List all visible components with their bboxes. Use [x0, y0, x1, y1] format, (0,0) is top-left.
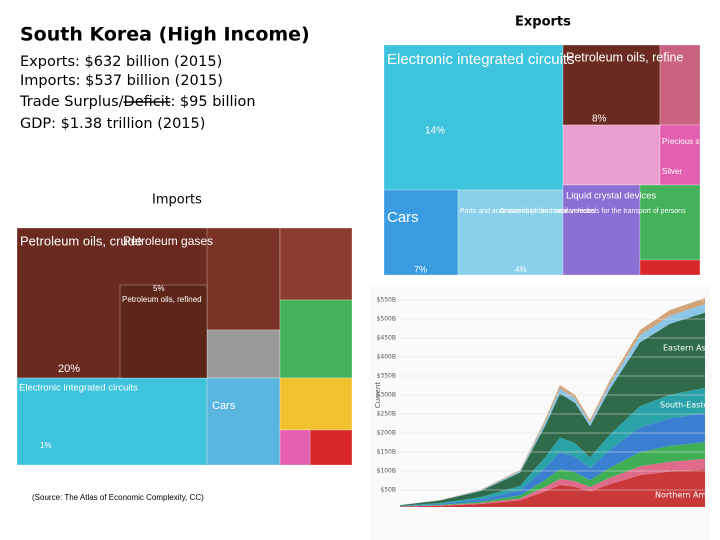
- exports-treemap: [383, 44, 701, 276]
- tile: [562, 184, 641, 276]
- tile: [383, 189, 459, 276]
- y-ticks: $550B $500B $450B $400B $350B $300B $250B $200B…: [377, 297, 705, 494]
- tile: [206, 329, 281, 379]
- stat-line: Trade Surplus/Deficit: $95 billion: [19, 94, 256, 110]
- tile: [383, 44, 564, 191]
- tile: [279, 299, 353, 379]
- stat-part: Trade Surplus/: [19, 94, 124, 110]
- y-tick-label: $100B: [377, 468, 396, 475]
- y-tick-label: $300B: [377, 392, 396, 399]
- tile-label: Cars: [387, 209, 419, 226]
- y-tick-label: $550B: [377, 297, 396, 304]
- tile-label: 7%: [414, 264, 427, 274]
- stat-struck: Deficit: [124, 94, 171, 110]
- tile-label: 20%: [58, 363, 80, 375]
- exports-title: Exports: [515, 15, 571, 30]
- region-label: Eastern Asia: [663, 344, 713, 353]
- region-label: Northern America: [655, 491, 720, 500]
- tile: [562, 124, 661, 186]
- tile: [562, 44, 661, 126]
- tile: [639, 259, 701, 276]
- tile-label: Liquid crystal devices: [566, 191, 657, 202]
- imports-title: Imports: [152, 193, 202, 208]
- tile-label: Parts and accessories of the motor vehic…: [460, 208, 596, 215]
- tile-label: Petroleum gases: [123, 234, 213, 248]
- tile: [279, 429, 311, 466]
- tile-label: Petroleum oils, refine: [566, 50, 683, 64]
- tile: [659, 124, 701, 186]
- y-label: Current: [374, 382, 382, 409]
- y-tick-label: $50B: [380, 487, 396, 494]
- tile-label: Precious stones: [662, 137, 719, 146]
- area-band: [400, 412, 705, 507]
- tile-label: Electronic integrated circuits: [387, 51, 575, 68]
- y-tick-label: $400B: [377, 354, 396, 361]
- tile-label: Cruise ships and similar vessels for the…: [500, 208, 686, 215]
- tile-label: 1%: [40, 441, 52, 450]
- stat-part: : $95 billion: [170, 94, 255, 110]
- tile: [659, 44, 701, 126]
- tile-label: 5%: [153, 284, 165, 293]
- y-tick-label: $150B: [377, 449, 396, 456]
- tile: [206, 377, 281, 466]
- region-label: South-Eastern Asia: [660, 401, 720, 410]
- tile-label: Cars: [212, 400, 236, 412]
- tile: [279, 377, 353, 431]
- tile-label: 14%: [425, 126, 445, 137]
- tile: [16, 377, 208, 466]
- tile-label: Silver: [662, 167, 682, 176]
- tile: [639, 184, 701, 261]
- tile-label: Petroleum oils, crude: [20, 233, 142, 248]
- area-band: [400, 304, 705, 506]
- area-band: [400, 442, 705, 507]
- stat-line: GDP: $1.38 trillion (2015): [20, 116, 205, 132]
- tile: [279, 227, 353, 301]
- source: (Source: The Atlas of Economic Complexit…: [32, 493, 204, 502]
- area-band: [400, 298, 705, 506]
- y-tick-label: $250B: [377, 411, 396, 418]
- stat-line: Imports: $537 billion (2015): [20, 73, 223, 89]
- tile-label: 4%: [515, 265, 527, 274]
- tile: [309, 429, 353, 466]
- tile: [206, 227, 281, 331]
- tile: [457, 189, 564, 276]
- area-band: [400, 312, 705, 506]
- area-band: [400, 387, 705, 507]
- title: South Korea (High Income): [20, 24, 310, 46]
- tile-label: Electronic integrated circuits: [19, 383, 138, 394]
- tile-label: 8%: [592, 114, 607, 125]
- y-tick-label: $200B: [377, 430, 396, 437]
- y-tick-label: $350B: [377, 373, 396, 380]
- tile: [119, 284, 208, 379]
- y-tick-label: $500B: [377, 316, 396, 323]
- imports-treemap: [16, 227, 353, 466]
- tile-label: Petroleum oils, refined: [122, 295, 202, 304]
- stat-line: Exports: $632 billion (2015): [20, 54, 222, 70]
- y-tick-label: $450B: [377, 335, 396, 342]
